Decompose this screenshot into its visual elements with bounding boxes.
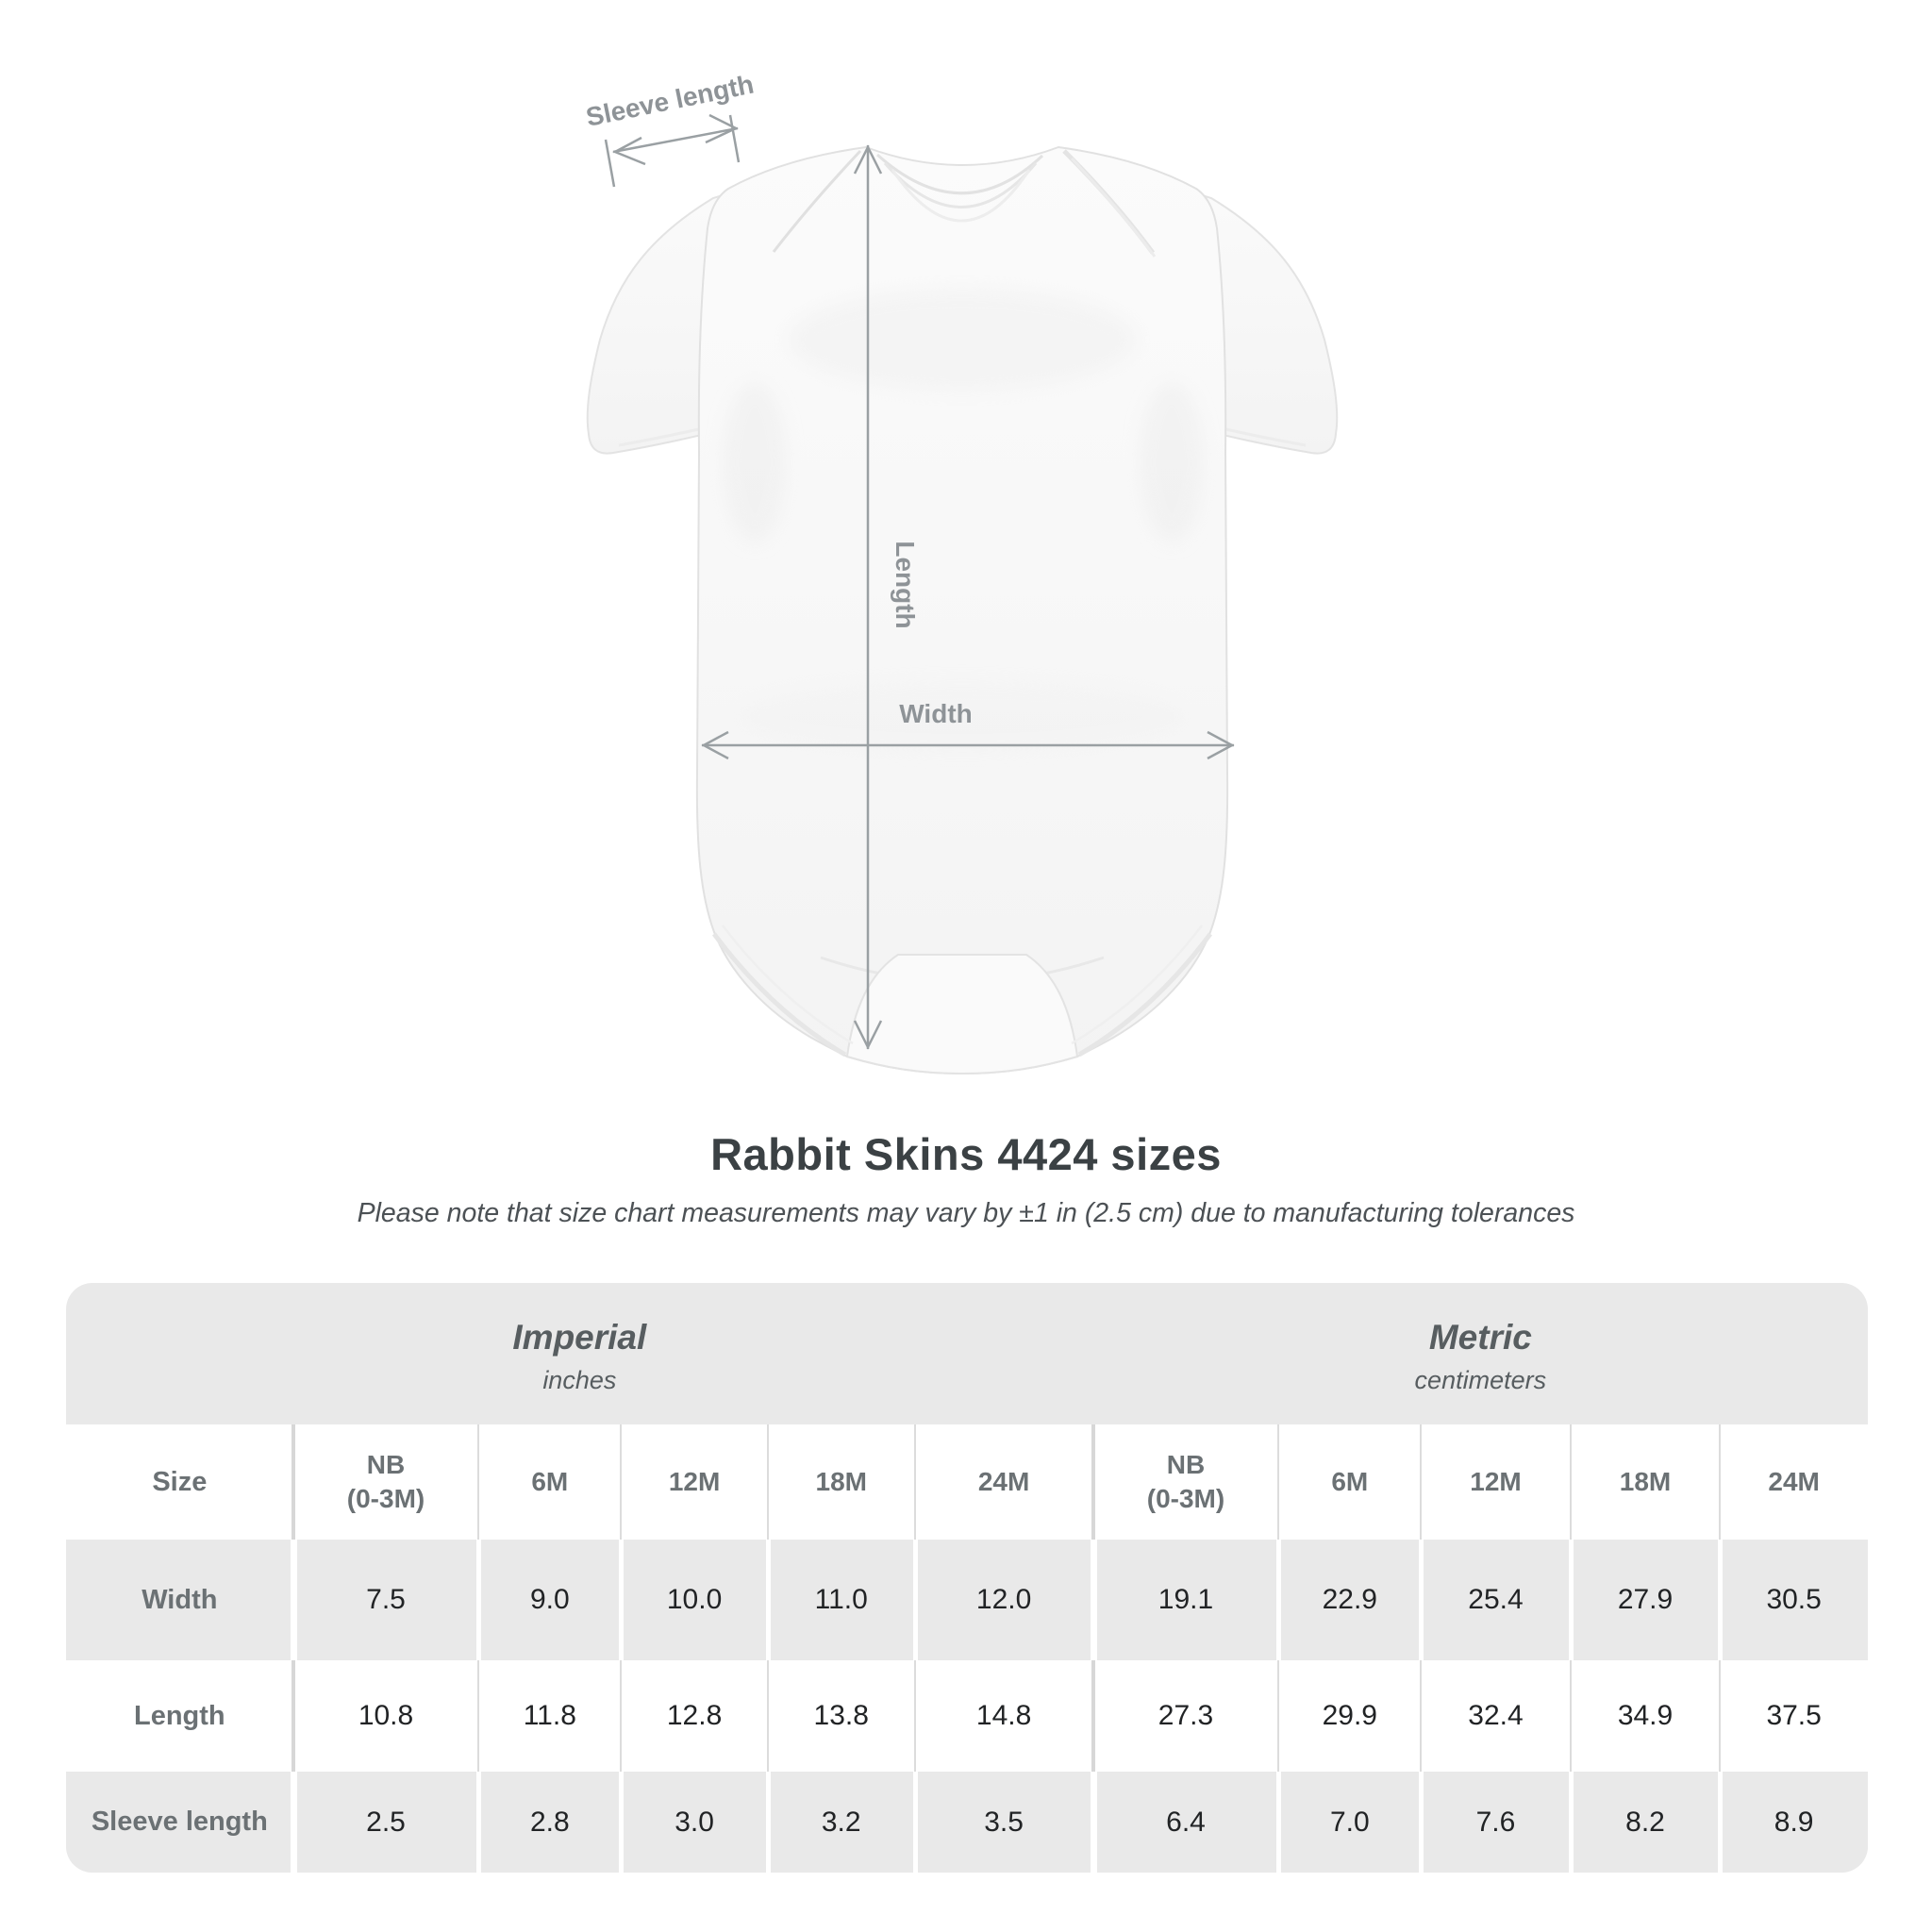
length-metric-18m: 34.9: [1569, 1660, 1721, 1772]
table-row-width: Width 7.5 9.0 10.0 11.0 12.0 19.1 22.9 2…: [66, 1540, 1868, 1660]
row-label-length: Length: [134, 1700, 225, 1731]
unit-system-header-row: Imperial inches Metric centimeters: [66, 1283, 1868, 1424]
width-label: Width: [899, 699, 973, 728]
sleeve-imperial-12m: 3.0: [619, 1772, 768, 1873]
width-imperial-24m: 12.0: [912, 1540, 1093, 1660]
sleeve-imperial-24m: 3.5: [912, 1772, 1093, 1873]
length-label: Length: [891, 541, 920, 628]
length-imperial-6m: 11.8: [477, 1660, 621, 1772]
onesie-diagram: Length Width Sleeve length: [584, 70, 1339, 1075]
width-metric-18m: 27.9: [1568, 1540, 1721, 1660]
width-metric-6m: 22.9: [1276, 1540, 1421, 1660]
imperial-section-header: Imperial inches: [66, 1283, 1093, 1424]
column-header-imperial-18m: 18M: [766, 1424, 915, 1540]
length-imperial-24m: 14.8: [913, 1660, 1093, 1772]
sleeve-metric-6m: 7.0: [1276, 1772, 1421, 1873]
width-imperial-12m: 10.0: [619, 1540, 768, 1660]
length-imperial-nb: 10.8: [291, 1660, 479, 1772]
length-imperial-18m: 13.8: [766, 1660, 915, 1772]
size-tolerance-note: Please note that size chart measurements…: [357, 1198, 1575, 1228]
table-row-length: Length 10.8 11.8 12.8 13.8 14.8 27.3 29.…: [66, 1660, 1868, 1772]
column-header-metric-6m: 6M: [1277, 1424, 1421, 1540]
width-dimension-line: [701, 730, 1235, 760]
imperial-section-title: Imperial: [512, 1318, 647, 1357]
sleeve-length-dimension-line: [604, 113, 741, 188]
sleeve-imperial-18m: 3.2: [765, 1772, 915, 1873]
length-metric-24m: 37.5: [1719, 1660, 1868, 1772]
column-header-imperial-nb: NB (0-3M): [291, 1424, 479, 1540]
metric-section-unit: centimeters: [1414, 1366, 1547, 1394]
width-imperial-18m: 11.0: [765, 1540, 915, 1660]
column-header-imperial-24m: 24M: [913, 1424, 1093, 1540]
width-metric-12m: 25.4: [1419, 1540, 1571, 1660]
column-header-metric-nb: NB (0-3M): [1091, 1424, 1279, 1540]
sleeve-metric-18m: 8.2: [1568, 1772, 1721, 1873]
size-column-header: Size: [152, 1466, 208, 1497]
page-title: Rabbit Skins 4424 sizes: [710, 1129, 1222, 1179]
table-row-sleeve-length: Sleeve length 2.5 2.8 3.0 3.2 3.5 6.4 7.…: [66, 1772, 1868, 1873]
column-header-metric-12m: 12M: [1420, 1424, 1571, 1540]
column-header-imperial-6m: 6M: [477, 1424, 621, 1540]
length-metric-12m: 32.4: [1420, 1660, 1571, 1772]
sleeve-metric-12m: 7.6: [1419, 1772, 1571, 1873]
sleeve-metric-24m: 8.9: [1718, 1772, 1868, 1873]
column-header-metric-24m: 24M: [1719, 1424, 1868, 1540]
sleeve-imperial-6m: 2.8: [476, 1772, 621, 1873]
metric-section-header: Metric centimeters: [1093, 1283, 1868, 1424]
length-imperial-12m: 12.8: [620, 1660, 768, 1772]
length-metric-6m: 29.9: [1277, 1660, 1421, 1772]
width-metric-24m: 30.5: [1718, 1540, 1868, 1660]
sleeve-imperial-nb: 2.5: [290, 1772, 479, 1873]
width-imperial-nb: 7.5: [290, 1540, 479, 1660]
row-label-sleeve-length: Sleeve length: [91, 1807, 268, 1837]
metric-section-title: Metric: [1428, 1318, 1532, 1357]
size-chart-table: Imperial inches Metric centimeters Size …: [66, 1283, 1868, 1873]
sleeve-metric-nb: 6.4: [1090, 1772, 1279, 1873]
row-label-width: Width: [142, 1584, 218, 1615]
column-header-metric-18m: 18M: [1569, 1424, 1721, 1540]
width-imperial-6m: 9.0: [476, 1540, 621, 1660]
length-dimension-line: [853, 144, 883, 1050]
length-metric-nb: 27.3: [1091, 1660, 1279, 1772]
width-metric-nb: 19.1: [1090, 1540, 1279, 1660]
column-header-row: Size NB (0-3M) 6M 12M 18M 24M NB (0-3M) …: [66, 1424, 1868, 1540]
onesie-illustration: [586, 145, 1339, 1075]
imperial-section-unit: inches: [542, 1366, 617, 1394]
column-header-imperial-12m: 12M: [620, 1424, 768, 1540]
